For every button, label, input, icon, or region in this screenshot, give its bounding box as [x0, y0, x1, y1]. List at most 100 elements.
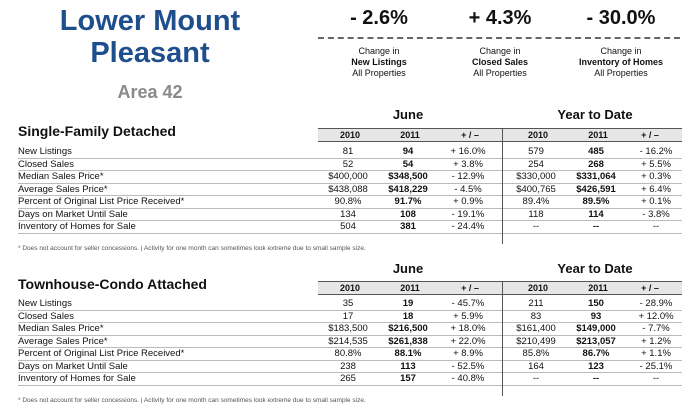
- col-2011-ytd: 2011: [588, 130, 608, 140]
- cell-value: 86.7%: [582, 348, 610, 359]
- cell-value: 164: [528, 360, 544, 372]
- cell-value: $331,064: [576, 171, 616, 182]
- cell-value: 94: [402, 146, 414, 157]
- stat-line2: Closed Sales: [471, 57, 529, 67]
- cell-value: $400,000: [328, 171, 368, 182]
- cell-value: 80.8%: [334, 348, 362, 359]
- stats-divider: [318, 37, 680, 39]
- cell-value: 504: [340, 221, 356, 232]
- cell-value: + 6.4%: [641, 183, 671, 195]
- period-june: June: [392, 261, 424, 276]
- cell-value: - 45.7%: [451, 298, 485, 309]
- row-label: Days on Market Until Sale: [18, 360, 128, 372]
- cell-value: 118: [528, 208, 544, 220]
- col-change: + / –: [461, 130, 479, 140]
- section-title-townhouse: Townhouse-Condo Attached: [18, 276, 207, 292]
- stat-line3: All Properties: [473, 68, 527, 78]
- col-2010: 2010: [339, 283, 361, 293]
- cell-value: $348,500: [388, 171, 428, 182]
- cell-value: 81: [342, 146, 354, 157]
- page-title-line2: Pleasant: [90, 37, 210, 69]
- cell-value: 89.5%: [582, 196, 610, 207]
- cell-value: - 16.2%: [639, 146, 673, 157]
- cell-value: 83: [530, 310, 542, 322]
- cell-value: 265: [340, 373, 356, 384]
- cell-value: 19: [402, 298, 414, 309]
- col-change-ytd: + / –: [641, 283, 659, 293]
- cell-value: $149,000: [576, 323, 616, 334]
- cell-value: 108: [400, 208, 416, 220]
- stat-line1: Change in: [358, 46, 400, 56]
- table-row: Inventory of Homes for Sale 504 381 - 24.4%…: [18, 221, 682, 234]
- cell-value: + 3.8%: [453, 158, 483, 170]
- cell-value: --: [592, 221, 600, 232]
- row-label: Inventory of Homes for Sale: [18, 221, 136, 232]
- stat-line1: Change in: [479, 46, 521, 56]
- cell-value: $210,499: [516, 335, 556, 347]
- stat-line1: Change in: [600, 46, 642, 56]
- cell-value: 54: [402, 158, 414, 170]
- table-single-family: New Listings 81 94 + 16.0% 579 485- 16.2% Clos…: [18, 146, 682, 234]
- row-label: New Listings: [18, 298, 72, 309]
- table-row: Days on Market Until Sale 238 113 - 52.5% 16…: [18, 360, 682, 373]
- table-row: Median Sales Price* $183,500 $216,500 + 18.…: [18, 323, 682, 336]
- cell-value: 113: [400, 360, 416, 372]
- cell-value: $426,591: [576, 183, 616, 195]
- cell-value: 114: [588, 208, 604, 220]
- cell-value: + 0.1%: [641, 196, 671, 207]
- row-label: Percent of Original List Price Received*: [18, 348, 185, 359]
- cell-value: + 0.3%: [641, 171, 671, 182]
- cell-value: --: [652, 221, 660, 232]
- table-row: Average Sales Price* $214,535 $261,838 + 22…: [18, 335, 682, 348]
- cell-value: 254: [528, 158, 544, 170]
- cell-value: - 24.4%: [451, 221, 485, 232]
- cell-value: 485: [588, 146, 604, 157]
- cell-value: --: [592, 373, 600, 384]
- cell-value: 18: [402, 310, 414, 322]
- stat-line2: New Listings: [351, 57, 407, 67]
- cell-value: $261,838: [388, 335, 428, 347]
- cell-value: 91.7%: [394, 196, 422, 207]
- table-row: Inventory of Homes for Sale 265 157 - 40.8%…: [18, 373, 682, 386]
- stat-new-listings: - 2.6% Change in New Listings All Proper…: [319, 6, 439, 79]
- column-header-bar: 2010 2011 + / – 2010 2011 + / –: [318, 281, 682, 295]
- cell-value: $400,765: [516, 183, 556, 195]
- cell-value: + 5.9%: [453, 310, 483, 322]
- col-2011: 2011: [400, 130, 420, 140]
- cell-value: + 22.0%: [450, 335, 486, 347]
- row-label: Average Sales Price*: [18, 183, 108, 195]
- stat-line3: All Properties: [352, 68, 406, 78]
- column-header-bar: 2010 2011 + / – 2010 2011 + / –: [318, 128, 682, 142]
- stat-closed-sales: + 4.3% Change in Closed Sales All Proper…: [440, 6, 560, 79]
- row-label: Days on Market Until Sale: [18, 208, 128, 220]
- cell-value: - 4.5%: [454, 183, 482, 195]
- row-label: Closed Sales: [18, 310, 74, 322]
- cell-value: 52: [342, 158, 354, 170]
- cell-value: $213,057: [576, 335, 616, 347]
- stat-line3: All Properties: [594, 68, 648, 78]
- cell-value: - 19.1%: [451, 208, 485, 220]
- cell-value: --: [532, 373, 540, 384]
- table-divider: [502, 294, 503, 396]
- cell-value: $438,088: [328, 183, 368, 195]
- row-label: Inventory of Homes for Sale: [18, 373, 136, 384]
- cell-value: --: [652, 373, 660, 384]
- area-subtitle: Area 42: [117, 82, 183, 102]
- cell-value: $161,400: [516, 323, 556, 334]
- table-row: Days on Market Until Sale 134 108 - 19.1% 11…: [18, 208, 682, 221]
- cell-value: $214,535: [328, 335, 368, 347]
- row-label: Closed Sales: [18, 158, 74, 170]
- cell-value: $183,500: [328, 323, 368, 334]
- period-ytd: Year to Date: [557, 261, 633, 276]
- cell-value: 17: [342, 310, 354, 322]
- col-change: + / –: [461, 283, 479, 293]
- cell-value: 89.4%: [522, 196, 550, 207]
- row-label: Average Sales Price*: [18, 335, 108, 347]
- cell-value: $330,000: [516, 171, 556, 182]
- cell-value: + 8.9%: [453, 348, 483, 359]
- cell-value: $216,500: [388, 323, 428, 334]
- cell-value: 150: [588, 298, 604, 309]
- section-title-single-family: Single-Family Detached: [18, 123, 176, 139]
- cell-value: 134: [340, 208, 356, 220]
- col-2010-ytd: 2010: [527, 283, 549, 293]
